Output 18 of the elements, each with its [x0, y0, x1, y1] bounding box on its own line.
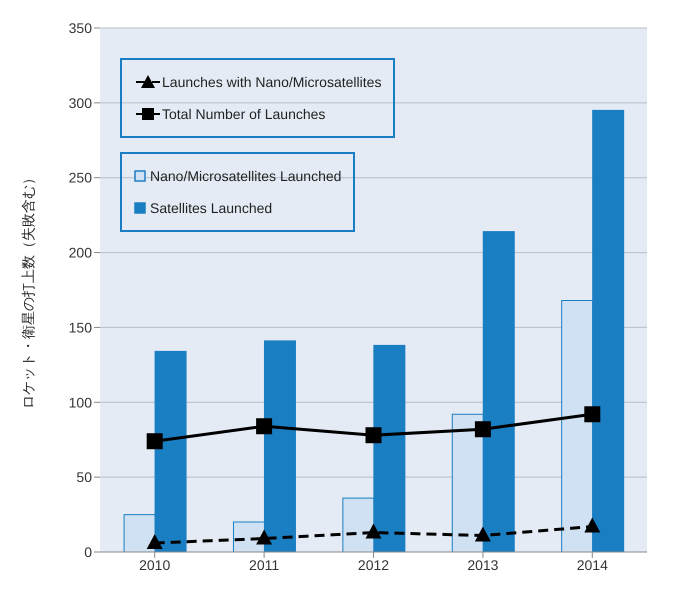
legend-label: Total Number of Launches [162, 106, 326, 122]
legend-label: Nano/Microsatellites Launched [150, 168, 342, 184]
x-tick-label: 2014 [576, 556, 608, 573]
y-tick-label: 50 [76, 469, 92, 486]
y-tick-label: 300 [68, 94, 92, 111]
x-tick-label: 2012 [358, 556, 390, 573]
y-tick-label: 0 [84, 544, 92, 560]
legend-label: Launches with Nano/Microsatellites [162, 74, 382, 90]
y-tick-label: 100 [68, 394, 92, 410]
x-tick-label: 2010 [139, 556, 170, 573]
y-tick-label: 350 [68, 20, 92, 36]
x-tick-label: 2011 [249, 556, 280, 573]
y-tick-label: 150 [68, 319, 92, 336]
x-tick-label: 2013 [467, 556, 499, 573]
legend-label: Satellites Launched [150, 200, 272, 216]
y-tick-label: 250 [68, 170, 92, 186]
y-axis-title: ロケット・衛星の打上数（失敗含む） [20, 171, 36, 409]
y-tick-label: 200 [68, 244, 92, 261]
